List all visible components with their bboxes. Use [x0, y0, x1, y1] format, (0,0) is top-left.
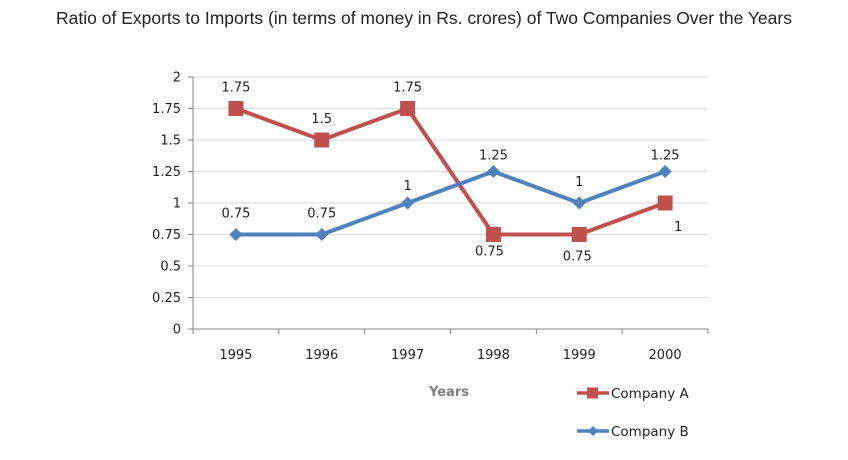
data-label-company-a: 0.75: [563, 250, 592, 265]
legend-label-company-a: Company A: [611, 386, 690, 402]
data-point-company-b: [315, 228, 329, 241]
axes: 0 0.25 0.5 0.75 1 1.25 1.5 1.75 2 1995 1996 1997 199…: [152, 71, 709, 363]
data-label-company-a: 1: [674, 220, 682, 235]
x-tick-label: 1996: [305, 348, 338, 363]
data-label-company-b: 0.75: [221, 207, 250, 222]
data-point-company-a: [657, 195, 673, 211]
data-label-company-b: 1.25: [651, 149, 680, 164]
series-lines: [228, 101, 673, 242]
data-point-company-a: [314, 132, 330, 148]
x-tick-label: 1995: [219, 348, 252, 363]
data-label-company-a: 1.5: [311, 112, 332, 127]
x-tick-label: 2000: [649, 348, 682, 363]
y-tick-label: 0.5: [160, 260, 181, 275]
x-tick-label: 1999: [563, 348, 596, 363]
y-tick-label: 1.75: [152, 102, 181, 117]
series-line-company-a: [233, 106, 668, 237]
legend-marker-company-b: [588, 426, 598, 436]
data-label-company-a: 1.75: [393, 81, 422, 96]
data-label-company-a: 1.75: [221, 81, 250, 96]
data-label-company-a: 0.75: [475, 245, 504, 260]
x-tick-label: 1998: [477, 348, 510, 363]
legend-label-company-b: Company B: [611, 424, 689, 440]
legend: Company A Company B: [577, 386, 690, 440]
data-point-company-b: [658, 165, 672, 178]
y-tick-label: 0.25: [152, 291, 181, 306]
data-label-company-b: 1: [403, 179, 411, 194]
data-label-company-b: 1.25: [479, 149, 508, 164]
data-point-company-a: [485, 227, 501, 242]
data-point-company-a: [400, 101, 416, 116]
data-point-company-b: [229, 228, 243, 241]
data-point-company-a: [571, 227, 587, 242]
series-line-company-b: [233, 169, 668, 237]
legend-marker-company-a: [587, 387, 598, 399]
data-point-company-b: [486, 165, 500, 178]
y-tick-label: 0.75: [152, 228, 181, 243]
y-tick-label: 1.25: [152, 165, 181, 180]
data-label-company-b: 0.75: [307, 207, 336, 222]
y-tick-label: 1: [173, 197, 181, 212]
data-label-company-b: 1: [575, 175, 583, 190]
x-axis-title: Years: [428, 385, 469, 400]
data-point-company-a: [228, 101, 244, 116]
data-point-company-b: [572, 196, 586, 210]
y-tick-label: 1.5: [160, 134, 181, 149]
y-tick-label: 0: [173, 323, 181, 338]
x-tick-label: 1997: [391, 348, 424, 363]
chart-title: Ratio of Exports to Imports (in terms of…: [56, 8, 792, 28]
data-point-company-b: [401, 196, 415, 210]
y-tick-label: 2: [173, 71, 181, 86]
data-labels: 1.75 1.5 1.75 0.75 0.75 1 0.75 0.75 1 1.25 1 1.25: [221, 81, 682, 265]
